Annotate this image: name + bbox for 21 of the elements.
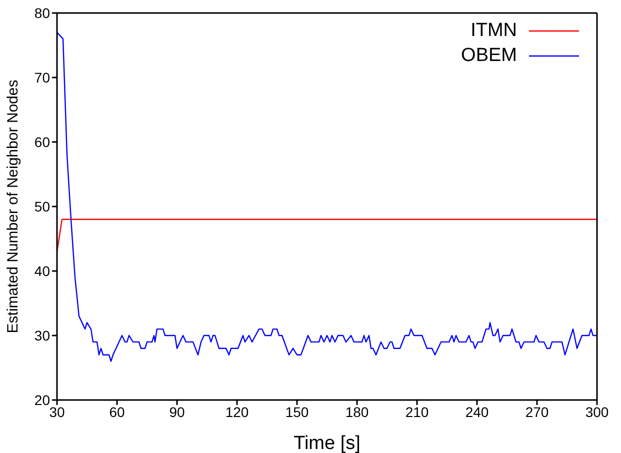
y-axis-title: Estimated Number of Neighbor Nodes bbox=[4, 80, 22, 334]
y-tick-label: 40 bbox=[34, 262, 50, 279]
y-tick-label: 70 bbox=[34, 69, 50, 86]
y-tick-label: 80 bbox=[34, 4, 50, 21]
x-axis-title: Time [s] bbox=[294, 433, 360, 453]
x-tick-label: 180 bbox=[345, 404, 369, 420]
legend-label: OBEM bbox=[461, 44, 517, 66]
y-tick-label: 30 bbox=[34, 327, 50, 344]
y-tick-label: 20 bbox=[34, 392, 50, 408]
x-tick-label: 300 bbox=[585, 404, 609, 420]
x-tick-label: 60 bbox=[109, 404, 125, 420]
y-tick-label: 50 bbox=[34, 198, 50, 214]
x-tick-label: 30 bbox=[49, 404, 65, 420]
x-tick-label: 150 bbox=[285, 404, 309, 420]
x-tick-label: 120 bbox=[225, 404, 249, 420]
x-tick-label: 90 bbox=[169, 404, 185, 420]
y-tick-label: 60 bbox=[34, 134, 50, 150]
legend-label: ITMN bbox=[470, 20, 517, 42]
x-tick-label: 210 bbox=[405, 404, 429, 420]
x-tick-label: 270 bbox=[525, 404, 549, 420]
x-tick-label: 240 bbox=[465, 404, 489, 420]
